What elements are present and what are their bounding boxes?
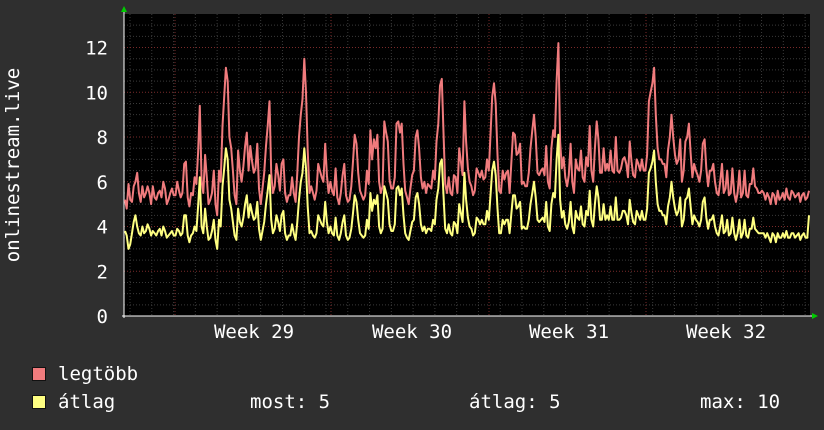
x-tick-label: Week 30	[372, 321, 452, 343]
stat-average: átlag: 5	[469, 391, 561, 413]
y-tick-label: 4	[97, 217, 108, 239]
y-tick-label: 0	[97, 306, 108, 328]
y-tick-label: 12	[85, 38, 108, 60]
legend-item-max: legtöbb	[32, 363, 138, 385]
series-lines	[124, 42, 810, 250]
legend-label: átlag	[58, 391, 116, 413]
x-tick-label: Week 29	[214, 321, 294, 343]
legend-swatch	[32, 367, 46, 381]
series-line-avg	[124, 133, 810, 250]
series-line-max	[124, 42, 810, 217]
stat-max-label: max:	[700, 391, 746, 413]
legend-swatch	[32, 395, 46, 409]
stat-current-value: 5	[318, 391, 331, 413]
chart: 0 2 4 6 8 10 12 Week 29 Week 30 Week 31 Week 32 on…	[2, 6, 818, 343]
y-tick-label: 8	[97, 127, 108, 149]
stat-max-value: 10	[757, 391, 781, 413]
stat-average-label: átlag:	[469, 391, 538, 413]
y-axis-arrow	[121, 6, 127, 12]
legend-item-avg: átlag	[32, 391, 115, 413]
y-tick-label: 10	[85, 82, 108, 104]
stat-max: max: 10	[700, 391, 780, 413]
x-tick-label: Week 31	[529, 321, 609, 343]
axes: 0 2 4 6 8 10 12 Week 29 Week 30 Week 31 Week 32	[85, 6, 818, 343]
stat-current-label: most:	[250, 391, 308, 413]
y-tick-label: 6	[97, 172, 108, 194]
stat-average-value: 5	[549, 391, 561, 413]
grid	[124, 14, 810, 316]
y-tick-label: 2	[97, 261, 108, 283]
stat-current: most: 5	[250, 391, 330, 413]
legend-label: legtöbb	[58, 363, 139, 385]
x-axis-arrow	[812, 313, 818, 319]
y-axis-label: onlinestream.live	[2, 68, 24, 262]
x-tick-label: Week 32	[686, 321, 766, 343]
